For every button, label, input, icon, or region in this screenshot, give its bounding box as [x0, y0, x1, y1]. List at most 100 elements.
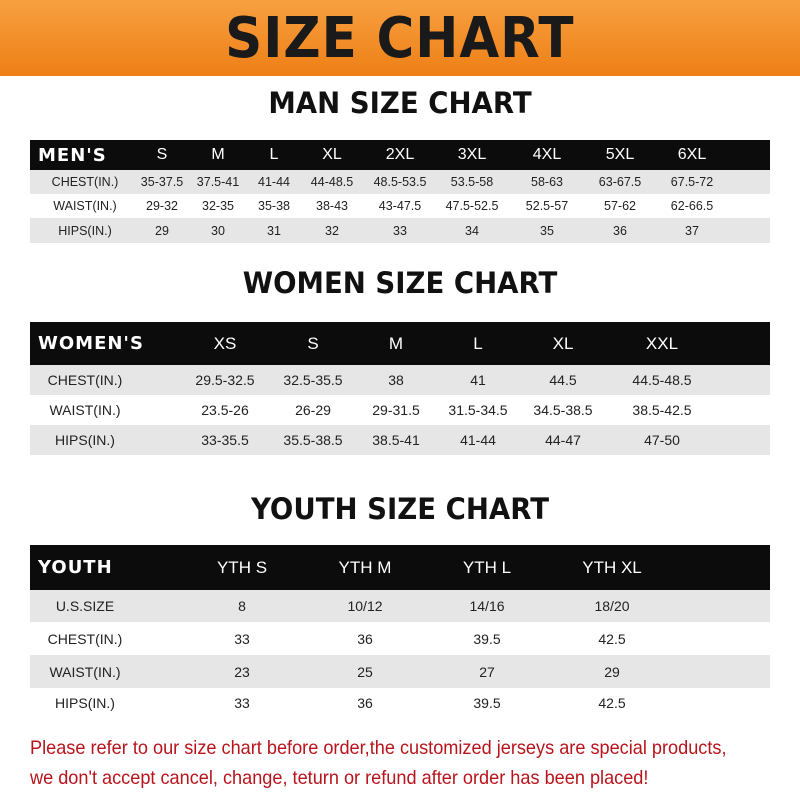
- table-cell: 27: [479, 663, 495, 680]
- size-header-cell: YTH M: [338, 557, 392, 577]
- table-title-cell: WOMEN'S: [38, 333, 144, 354]
- table-cell: 35.5-38.5: [283, 432, 343, 448]
- table-row: WAIST(IN.) 23 25 27 29: [30, 655, 770, 688]
- table-cell: 41-44: [258, 175, 290, 189]
- table-cell: 10/12: [347, 598, 383, 614]
- table-cell: 29: [604, 663, 620, 680]
- table-row: HIPS(IN.) 33 36 39.5 42.5: [30, 688, 770, 718]
- table-cell: 44.5-48.5: [632, 372, 692, 388]
- table-cell: 35-38: [258, 199, 290, 213]
- table-cell: 33: [393, 223, 407, 238]
- size-header-cell: XS: [213, 333, 237, 353]
- size-header-cell: L: [473, 333, 483, 353]
- table-cell: 33: [234, 695, 250, 711]
- table-cell: 52.5-57: [525, 199, 569, 213]
- measurement-label: U.S.SIZE: [55, 598, 115, 614]
- table-cell: 67.5-72: [670, 175, 714, 189]
- table-title-cell: YOUTH: [38, 557, 113, 578]
- size-header-cell: 2XL: [385, 146, 415, 163]
- table-cell: 53.5-58: [450, 175, 494, 189]
- table-cell: 42.5: [598, 630, 626, 647]
- notice-line-2: we don't accept cancel, change, teturn o…: [30, 767, 649, 789]
- table-cell: 39.5: [473, 630, 501, 647]
- table-cell: 43-47.5: [378, 199, 422, 213]
- table-cell: 48.5-53.5: [373, 175, 427, 189]
- banner: SIZE CHART: [0, 0, 800, 76]
- measurement-label: CHEST(IN.): [51, 175, 119, 189]
- table-title-cell: MEN'S: [38, 144, 107, 166]
- table-cell: 23.5-26: [201, 402, 249, 418]
- table-cell: 25: [357, 663, 373, 680]
- size-header-cell: YTH S: [216, 557, 268, 577]
- table-cell: 8: [238, 598, 246, 614]
- order-notice: Please refer to our size chart before or…: [30, 733, 737, 793]
- table-cell: 44.5: [549, 372, 577, 388]
- table-cell: 35-37.5: [140, 175, 184, 189]
- women-section-title: WOMEN SIZE CHART: [242, 266, 558, 300]
- table-row: CHEST(IN.) 35-37.5 37.5-41 41-44 44-48.5 48.5…: [30, 170, 770, 194]
- table-cell: 62-66.5: [670, 199, 714, 213]
- table-row: CHEST(IN.) 33 36 39.5 42.5: [30, 622, 770, 655]
- size-header-cell: 5XL: [605, 146, 635, 163]
- table-cell: 36: [357, 695, 373, 711]
- table-header-row: YOUTH YTH S YTH M YTH L YTH XL: [30, 545, 770, 590]
- table-cell: 41-44: [460, 432, 496, 448]
- measurement-label: HIPS(IN.): [55, 695, 115, 711]
- table-row: U.S.SIZE 8 10/12 14/16 18/20: [30, 590, 770, 622]
- table-cell: 18/20: [594, 598, 630, 614]
- table-cell: 33: [234, 630, 250, 647]
- table-cell: 29-31.5: [372, 402, 420, 418]
- table-row: HIPS(IN.) 29 30 31 32 33 34 35 36 37: [30, 218, 770, 243]
- size-header-cell: YTH XL: [582, 557, 642, 577]
- table-cell: 63-67.5: [598, 175, 642, 189]
- men-section-title: MAN SIZE CHART: [268, 86, 532, 120]
- table-cell: 35: [540, 223, 554, 238]
- table-cell: 38-43: [316, 199, 348, 213]
- table-cell: 57-62: [604, 199, 636, 213]
- table-cell: 31: [267, 223, 281, 238]
- table-cell: 37.5-41: [196, 175, 240, 189]
- measurement-label: CHEST(IN.): [47, 372, 123, 388]
- table-cell: 31.5-34.5: [448, 402, 508, 418]
- size-header-cell: YTH L: [462, 557, 512, 577]
- table-row: WAIST(IN.) 23.5-26 26-29 29-31.5 31.5-34.5 34…: [30, 395, 770, 425]
- table-cell: 38: [388, 372, 404, 388]
- size-header-cell: 3XL: [457, 146, 487, 163]
- table-cell: 29.5-32.5: [195, 372, 255, 388]
- size-header-cell: M: [211, 146, 225, 163]
- table-cell: 14/16: [469, 598, 505, 614]
- size-header-cell: 4XL: [532, 146, 562, 163]
- size-header-cell: L: [269, 146, 279, 163]
- measurement-label: HIPS(IN.): [55, 432, 115, 448]
- table-header-row: WOMEN'S XS S M L XL XXL: [30, 322, 770, 365]
- youth-section-title: YOUTH SIZE CHART: [250, 492, 550, 526]
- table-cell: 58-63: [531, 175, 563, 189]
- table-cell: 44-47: [545, 432, 581, 448]
- table-row: WAIST(IN.) 29-32 32-35 35-38 38-43 43-47.5 47.…: [30, 194, 770, 218]
- size-header-cell: M: [388, 333, 404, 353]
- measurement-label: HIPS(IN.): [58, 223, 112, 238]
- measurement-label: WAIST(IN.): [53, 199, 117, 213]
- table-row: HIPS(IN.) 33-35.5 35.5-38.5 38.5-41 41-44 44-…: [30, 425, 770, 455]
- table-row: CHEST(IN.) 29.5-32.5 32.5-35.5 38 41 44.5 44.5…: [30, 365, 770, 395]
- table-cell: 42.5: [598, 695, 626, 711]
- table-cell: 47.5-52.5: [445, 199, 499, 213]
- table-cell: 39.5: [473, 695, 501, 711]
- table-cell: 41: [470, 372, 486, 388]
- table-cell: 47-50: [644, 432, 680, 448]
- table-header-row: MEN'S S M L XL 2XL 3XL 4XL 5XL 6XL: [30, 140, 770, 170]
- table-cell: 38.5-41: [372, 432, 420, 448]
- table-cell: 36: [357, 630, 373, 647]
- size-header-cell: XL: [552, 333, 574, 353]
- table-cell: 23: [234, 663, 250, 680]
- table-cell: 38.5-42.5: [632, 402, 692, 418]
- table-cell: 30: [211, 223, 225, 238]
- size-header-cell: XL: [322, 146, 342, 163]
- table-cell: 34.5-38.5: [533, 402, 593, 418]
- table-cell: 26-29: [295, 402, 331, 418]
- table-cell: 37: [685, 223, 699, 238]
- measurement-label: CHEST(IN.): [47, 630, 123, 647]
- table-cell: 36: [613, 223, 627, 238]
- table-cell: 32-35: [202, 199, 234, 213]
- table-cell: 44-48.5: [310, 175, 354, 189]
